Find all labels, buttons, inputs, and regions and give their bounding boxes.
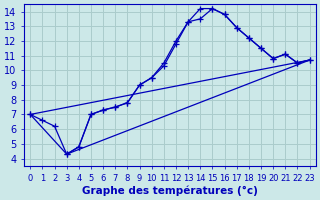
X-axis label: Graphe des températures (°c): Graphe des températures (°c) bbox=[82, 185, 258, 196]
